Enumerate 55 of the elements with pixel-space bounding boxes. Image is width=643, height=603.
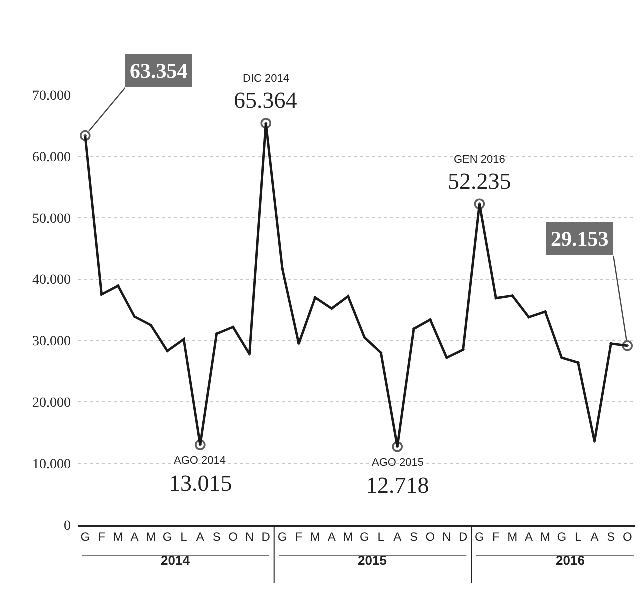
x-tick-label: G xyxy=(475,530,484,544)
y-tick-label: 50.000 xyxy=(32,212,71,227)
text: 2014 xyxy=(161,553,191,568)
text: 2015 xyxy=(358,553,387,568)
x-tick-label: A xyxy=(328,530,336,544)
x-tick-label: M xyxy=(343,530,354,544)
data-label: 63.354 xyxy=(130,59,188,83)
x-tick-label: A xyxy=(196,530,204,544)
x-tick-label: F xyxy=(492,530,500,544)
x-tick-label: L xyxy=(180,530,188,544)
x-tick-label: D xyxy=(458,530,468,544)
x-tick-label: A xyxy=(130,530,139,544)
x-tick-label: M xyxy=(310,530,320,544)
x-tick-label: G xyxy=(278,530,288,544)
x-tick-label: M xyxy=(146,530,156,544)
data-label: 13.015 xyxy=(169,471,232,496)
y-tick-label: 40.000 xyxy=(32,273,71,288)
x-tick-label: G xyxy=(557,530,567,544)
x-tick-label: O xyxy=(426,530,436,544)
y-tick-label: 70.000 xyxy=(32,88,71,104)
text: DIC 2014 xyxy=(243,73,290,85)
x-tick-label: G xyxy=(162,530,172,544)
x-tick-label: N xyxy=(245,530,254,544)
x-tick-label: L xyxy=(574,530,582,544)
annotation: AGO 2014 xyxy=(174,455,226,467)
x-tick-label: F xyxy=(295,530,303,544)
x-tick-label: D xyxy=(262,530,271,544)
x-tick-label: S xyxy=(607,530,616,544)
x-tick-label: A xyxy=(590,530,599,544)
text: 2016 xyxy=(556,553,585,568)
x-tick-label: M xyxy=(508,530,518,544)
x-tick-label: O xyxy=(622,530,632,544)
data-label: 65.364 xyxy=(234,88,298,113)
x-tick-label: S xyxy=(410,530,418,544)
data-label: 29.153 xyxy=(551,227,609,251)
x-tick-label: A xyxy=(394,530,402,544)
data-label: 12.718 xyxy=(366,473,430,498)
y-tick-label: 30.000 xyxy=(32,334,71,350)
x-tick-label: G xyxy=(360,530,370,544)
x-tick-label: M xyxy=(540,530,550,544)
annotation: GEN 2016 xyxy=(454,154,506,166)
annotation: AGO 2015 xyxy=(372,457,424,469)
x-tick-label: F xyxy=(98,530,106,544)
x-tick-label: O xyxy=(228,530,238,544)
x-tick-label: M xyxy=(113,530,124,544)
x-tick-label: N xyxy=(442,530,452,544)
x-tick-label: S xyxy=(212,530,221,544)
y-tick-label: 20.000 xyxy=(32,396,71,412)
data-label: 52.235 xyxy=(448,169,512,194)
y-tick-label: 60.000 xyxy=(32,150,71,166)
y-tick-label: 10.000 xyxy=(32,457,71,472)
y-tick-label: 0 xyxy=(64,518,71,534)
x-tick-label: A xyxy=(525,530,534,544)
x-tick-label: L xyxy=(378,530,385,544)
x-tick-label: G xyxy=(80,530,90,544)
